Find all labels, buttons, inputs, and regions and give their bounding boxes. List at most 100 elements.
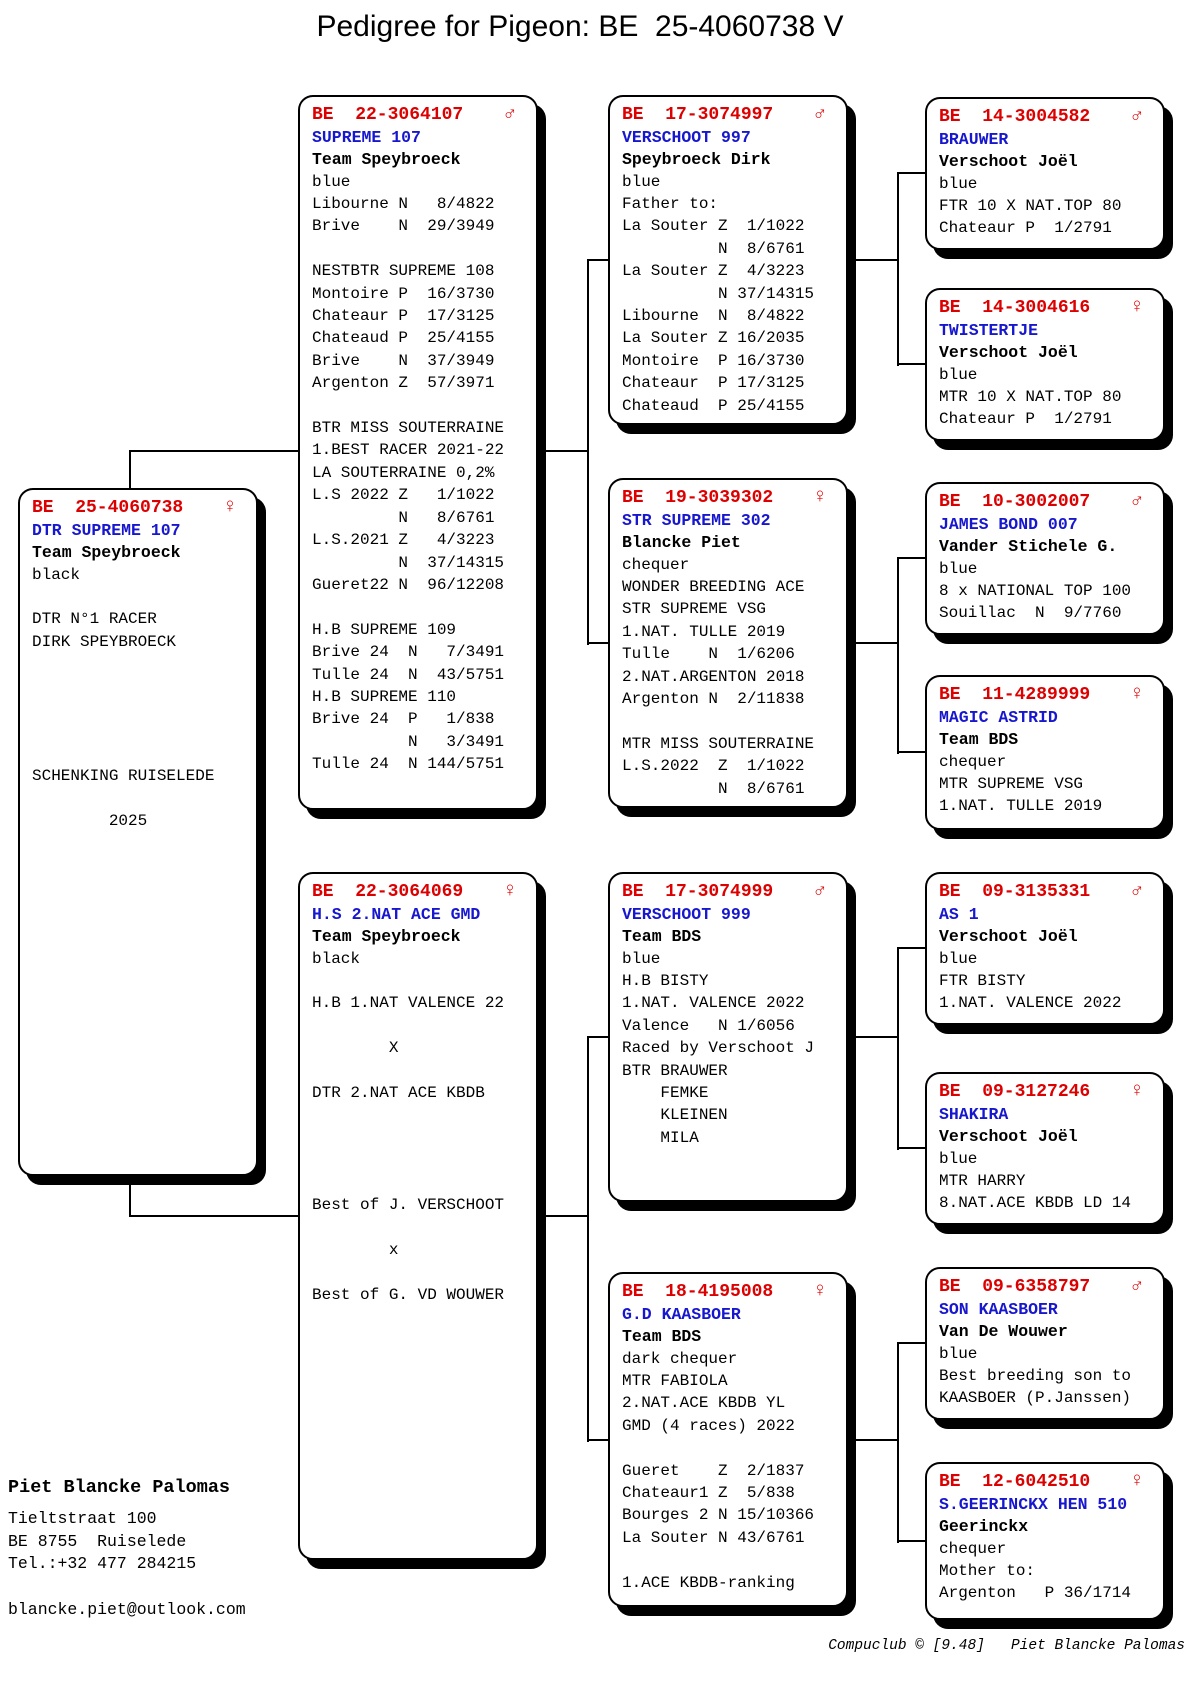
pigeon-name: AS 1 <box>939 905 979 924</box>
female-icon: ♀ <box>813 486 826 509</box>
pedigree-box-ggp4: BE 11-4289999 ♀ MAGIC ASTRID Team BDS cheque… <box>925 675 1165 830</box>
fancier-name: Vander Stichele G. <box>939 537 1118 556</box>
ring-row: BE 17-3074997 ♂ <box>622 103 836 127</box>
ring-number: BE 14-3004582 <box>939 107 1091 127</box>
pigeon-name: SON KAASBOER <box>939 1300 1058 1319</box>
pedigree-box-father: BE 22-3064107 ♂ SUPREME 107 Team Speybroeck… <box>298 95 538 810</box>
fancier-name: Van De Wouwer <box>939 1322 1068 1341</box>
fancier-name: Verschoot Joël <box>939 343 1078 362</box>
pigeon-color: blue <box>312 173 351 191</box>
fancier-name: Speybroeck Dirk <box>622 150 771 169</box>
pigeon-color: black <box>32 566 81 584</box>
connector-line <box>130 1215 298 1217</box>
ring-row: BE 09-3127246 ♀ <box>939 1080 1153 1104</box>
fancier-name: Team Speybroeck <box>32 543 181 562</box>
connector-line <box>848 642 898 644</box>
fancier-name: Verschoot Joël <box>939 927 1078 946</box>
connector-line <box>129 450 131 490</box>
pedigree-box-ggp8: BE 12-6042510 ♀ S.GEERINCKX HEN 510 Geerinc… <box>925 1462 1165 1620</box>
pigeon-name: VERSCHOOT 997 <box>622 128 751 147</box>
ring-number: BE 09-3127246 <box>939 1082 1091 1102</box>
pigeon-details: 8 x NATIONAL TOP 100 Souillac N 9/7760 <box>939 582 1132 623</box>
pigeon-details: MTR SUPREME VSG 1.NAT. TULLE 2019 <box>939 775 1103 816</box>
ring-number: BE 22-3064107 <box>312 105 464 125</box>
fancier-name: Verschoot Joël <box>939 152 1078 171</box>
ring-row: BE 11-4289999 ♀ <box>939 683 1153 707</box>
ring-number: BE 17-3074997 <box>622 105 774 125</box>
owner-block: Piet Blancke Palomas Tieltstraat 100 BE … <box>8 1476 246 1619</box>
pigeon-color: blue <box>622 950 661 968</box>
pigeon-color: chequer <box>939 1540 1007 1558</box>
ring-number: BE 22-3064069 <box>312 882 464 902</box>
fancier-name: Team BDS <box>622 1327 702 1346</box>
fancier-name: Team Speybroeck <box>312 927 461 946</box>
male-icon: ♂ <box>813 103 826 126</box>
connector-line <box>898 557 925 559</box>
connector-line <box>588 642 608 644</box>
pigeon-details: DTR N°1 RACER DIRK SPEYBROECK SCHENKING … <box>32 610 215 831</box>
female-icon: ♀ <box>503 880 516 903</box>
connector-line <box>898 1342 925 1344</box>
pigeon-name: SUPREME 107 <box>312 128 421 147</box>
pigeon-details: Best breeding son to KAASBOER (P.Janssen… <box>939 1367 1132 1408</box>
female-icon: ♀ <box>223 496 236 519</box>
pigeon-color: blue <box>622 173 661 191</box>
pigeon-name: MAGIC ASTRID <box>939 708 1058 727</box>
ring-row: BE 25-4060738 ♀ <box>32 496 246 520</box>
pedigree-box-ggp7: BE 09-6358797 ♂ SON KAASBOER Van De Wouwer b… <box>925 1267 1165 1420</box>
connector-line <box>897 172 899 366</box>
ring-number: BE 14-3004616 <box>939 298 1091 318</box>
female-icon: ♀ <box>813 1280 826 1303</box>
pedigree-box-ggp6: BE 09-3127246 ♀ SHAKIRA Verschoot Joël blue M… <box>925 1072 1165 1225</box>
fancier-name: Verschoot Joël <box>939 1127 1078 1146</box>
pigeon-name: JAMES BOND 007 <box>939 515 1078 534</box>
connector-line <box>129 1176 131 1217</box>
ring-row: BE 17-3074999 ♂ <box>622 880 836 904</box>
fancier-name: Team Speybroeck <box>312 150 461 169</box>
pigeon-name: SHAKIRA <box>939 1105 1009 1124</box>
female-icon: ♀ <box>1130 683 1143 706</box>
connector-line <box>848 1036 898 1038</box>
male-icon: ♂ <box>813 880 826 903</box>
pigeon-color: blue <box>939 1345 978 1363</box>
pigeon-details: Mother to: Argenton P 36/1714 <box>939 1562 1132 1603</box>
ring-row: BE 18-4195008 ♀ <box>622 1280 836 1304</box>
pigeon-name: H.S 2.NAT ACE GMD <box>312 905 481 924</box>
ring-row: BE 22-3064069 ♀ <box>312 880 526 904</box>
ring-number: BE 09-3135331 <box>939 882 1091 902</box>
ring-row: BE 10-3002007 ♂ <box>939 490 1153 514</box>
connector-line <box>538 450 588 452</box>
pigeon-details: MTR 10 X NAT.TOP 80 Chateaur P 1/2791 <box>939 388 1122 429</box>
ring-number: BE 09-6358797 <box>939 1277 1091 1297</box>
female-icon: ♀ <box>1130 1080 1143 1103</box>
pigeon-details: Father to: La Souter Z 1/1022 N 8/6761 L… <box>622 195 815 415</box>
pigeon-details: H.B BISTY 1.NAT. VALENCE 2022 Valence N … <box>622 972 815 1147</box>
pedigree-box-ggp5: BE 09-3135331 ♂ AS 1 Verschoot Joël blue FTR … <box>925 872 1165 1025</box>
connector-line <box>587 259 589 645</box>
pigeon-color: dark chequer <box>622 1350 738 1368</box>
pedigree-box-subject: BE 25-4060738 ♀ DTR SUPREME 107 Team Speybr… <box>18 488 258 1176</box>
fancier-name: Team BDS <box>939 730 1019 749</box>
male-icon: ♂ <box>1130 105 1143 128</box>
female-icon: ♀ <box>1130 1470 1143 1493</box>
connector-line <box>897 1342 899 1543</box>
fancier-name: Blancke Piet <box>622 533 741 552</box>
pigeon-name: DTR SUPREME 107 <box>32 521 181 540</box>
pigeon-name: VERSCHOOT 999 <box>622 905 751 924</box>
ring-row: BE 19-3039302 ♀ <box>622 486 836 510</box>
ring-row: BE 12-6042510 ♀ <box>939 1470 1153 1494</box>
pedigree-box-gp3: BE 17-3074999 ♂ VERSCHOOT 999 Team BDS blue H… <box>608 872 848 1202</box>
pigeon-details: FTR BISTY 1.NAT. VALENCE 2022 <box>939 972 1122 1013</box>
ring-number: BE 18-4195008 <box>622 1282 774 1302</box>
pigeon-color: chequer <box>939 753 1007 771</box>
pigeon-color: blue <box>939 366 978 384</box>
owner-email: blancke.piet@outlook.com <box>8 1599 246 1619</box>
ring-row: BE 09-3135331 ♂ <box>939 880 1153 904</box>
fancier-name: Team BDS <box>622 927 702 946</box>
connector-line <box>898 363 925 365</box>
pigeon-color: chequer <box>622 556 690 574</box>
connector-line <box>897 557 899 754</box>
ring-row: BE 22-3064107 ♂ <box>312 103 526 127</box>
pigeon-details: MTR HARRY 8.NAT.ACE KBDB LD 14 <box>939 1172 1132 1213</box>
